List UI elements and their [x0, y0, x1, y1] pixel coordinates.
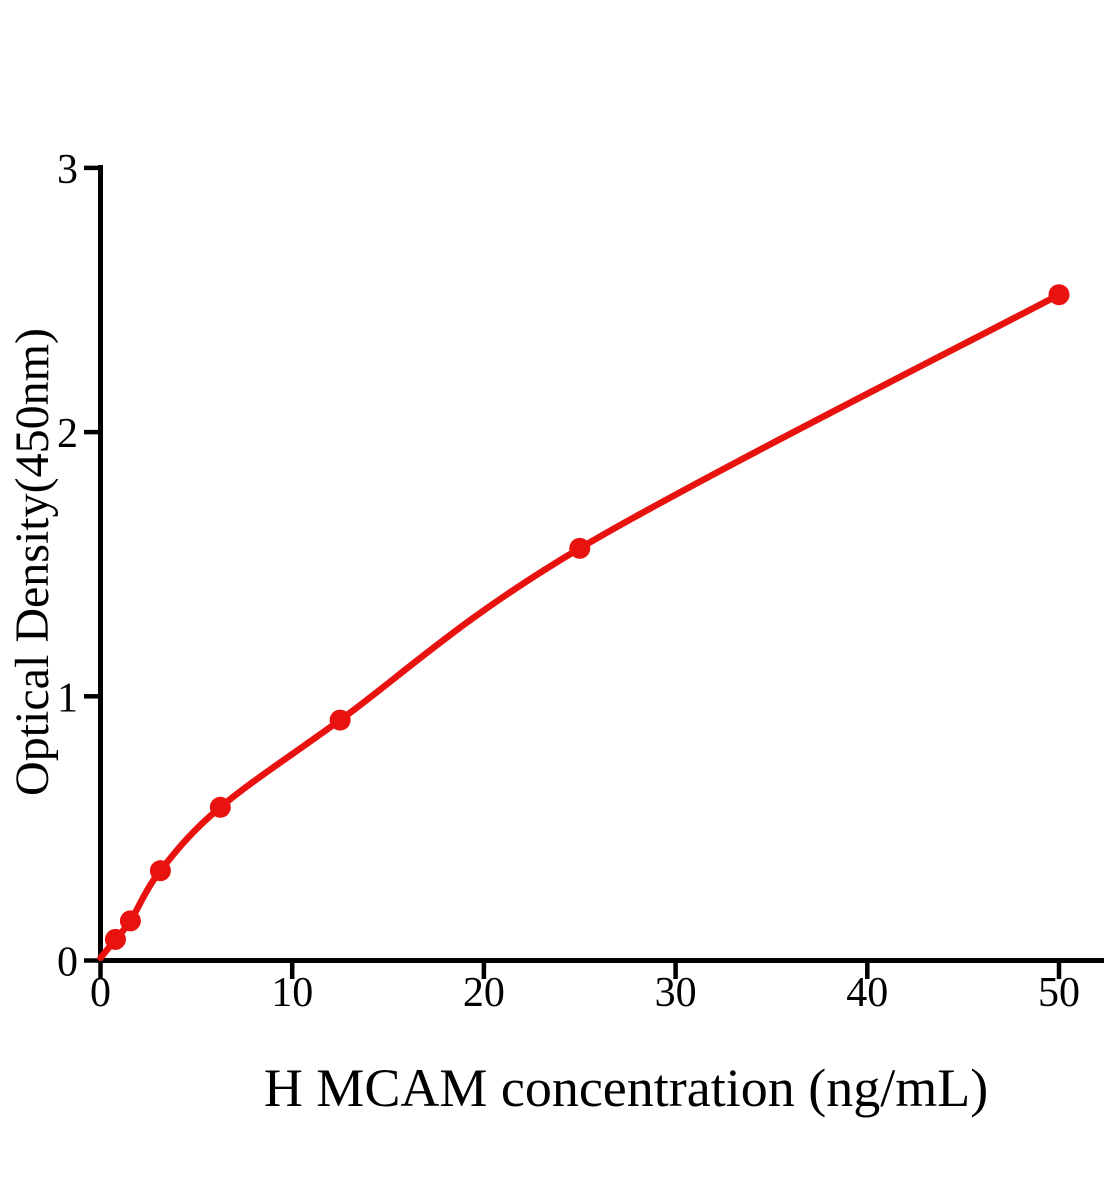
fit-curve-line: [97, 291, 1063, 962]
data-point: [104, 928, 126, 950]
data-point: [149, 860, 171, 882]
data-point: [1048, 284, 1070, 306]
data-point: [209, 796, 231, 818]
y-tick-label: 2: [57, 411, 78, 457]
x-tick-label: 10: [271, 970, 313, 1016]
y-axis-ticks: 0 1 2 3: [57, 147, 100, 986]
y-tick-label: 3: [57, 147, 78, 193]
data-point: [119, 910, 141, 932]
y-tick-label: 0: [57, 940, 78, 986]
x-tick-label: 0: [90, 970, 111, 1016]
x-tick-label: 50: [1038, 970, 1080, 1016]
x-axis-ticks: 0 10 20 30 40 50: [90, 961, 1080, 1016]
y-tick-label: 1: [57, 675, 78, 721]
x-axis-title: H MCAM concentration (ng/mL): [264, 1058, 988, 1118]
data-point: [329, 709, 351, 731]
y-axis-title: Optical Density(450nm): [6, 328, 59, 796]
x-tick-label: 20: [463, 970, 505, 1016]
data-point-group: [104, 284, 1070, 950]
data-point: [569, 537, 591, 559]
x-tick-label: 30: [655, 970, 697, 1016]
x-tick-label: 40: [846, 970, 888, 1016]
